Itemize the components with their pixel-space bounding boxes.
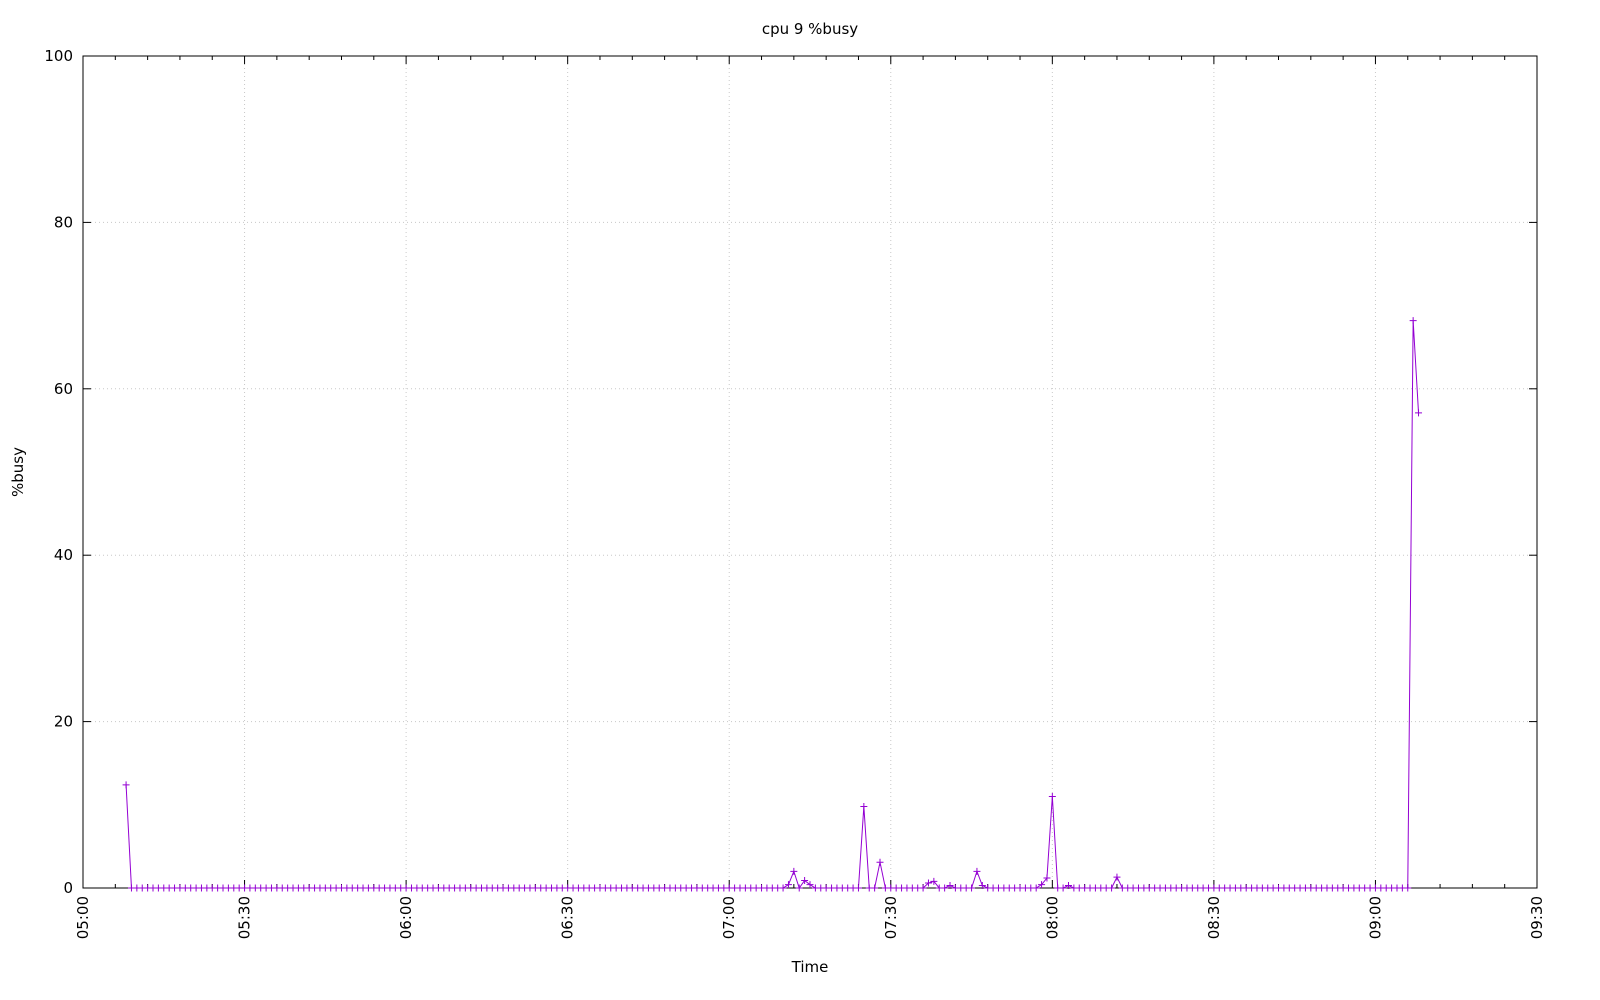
data-point (795, 884, 803, 892)
data-point (871, 884, 879, 892)
data-point (1415, 409, 1423, 417)
data-point (1059, 884, 1067, 892)
data-point (779, 884, 787, 892)
data-point (1409, 317, 1417, 325)
data-point (1048, 792, 1056, 800)
data-point (919, 884, 927, 892)
data-point (978, 882, 986, 890)
x-tick-label: 08:30 (1205, 896, 1223, 939)
grid (83, 56, 1537, 888)
x-tick-label: 05:30 (236, 896, 254, 939)
data-point (1032, 884, 1040, 892)
data-point (122, 781, 130, 789)
data-point (1043, 874, 1051, 882)
axis-ticks: 0 20 40 60 80 100 05:00 05:30 06:00 06:30 07:00 07:… (44, 47, 1546, 939)
x-axis-label: Time (791, 958, 829, 976)
series (122, 317, 1423, 892)
x-tick-label: 06:00 (397, 896, 415, 939)
y-tick-label: 0 (63, 879, 73, 897)
data-point (968, 884, 976, 892)
data-point (801, 877, 809, 885)
data-point (1038, 881, 1046, 889)
data-point (790, 867, 798, 875)
data-point (784, 881, 792, 889)
x-tick-label: 07:00 (720, 896, 738, 939)
data-point (854, 884, 862, 892)
chart-title: cpu 9 %busy (762, 20, 858, 38)
data-point (876, 858, 884, 866)
data-point (1108, 884, 1116, 892)
data-point (941, 884, 949, 892)
y-tick-label: 80 (54, 213, 73, 231)
x-tick-label: 07:30 (882, 896, 900, 939)
x-tick-label: 05:00 (74, 896, 92, 939)
x-tick-label: 08:00 (1043, 896, 1061, 939)
y-tick-label: 20 (54, 713, 73, 731)
plot-border (82, 55, 1538, 889)
data-point (946, 882, 954, 890)
data-point (1113, 873, 1121, 881)
data-point (860, 802, 868, 810)
x-tick-label: 06:30 (559, 896, 577, 939)
y-axis-label: %busy (9, 447, 27, 497)
data-point (1404, 884, 1412, 892)
y-tick-label: 60 (54, 380, 73, 398)
x-tick-label: 09:30 (1528, 896, 1546, 939)
data-point (973, 867, 981, 875)
series-line (125, 320, 1420, 890)
y-tick-label: 100 (44, 47, 73, 65)
x-tick-label: 09:00 (1366, 896, 1384, 939)
data-point (924, 879, 932, 887)
data-point (930, 877, 938, 885)
data-point (1064, 882, 1072, 890)
data-point (806, 881, 814, 889)
y-tick-label: 40 (54, 546, 73, 564)
